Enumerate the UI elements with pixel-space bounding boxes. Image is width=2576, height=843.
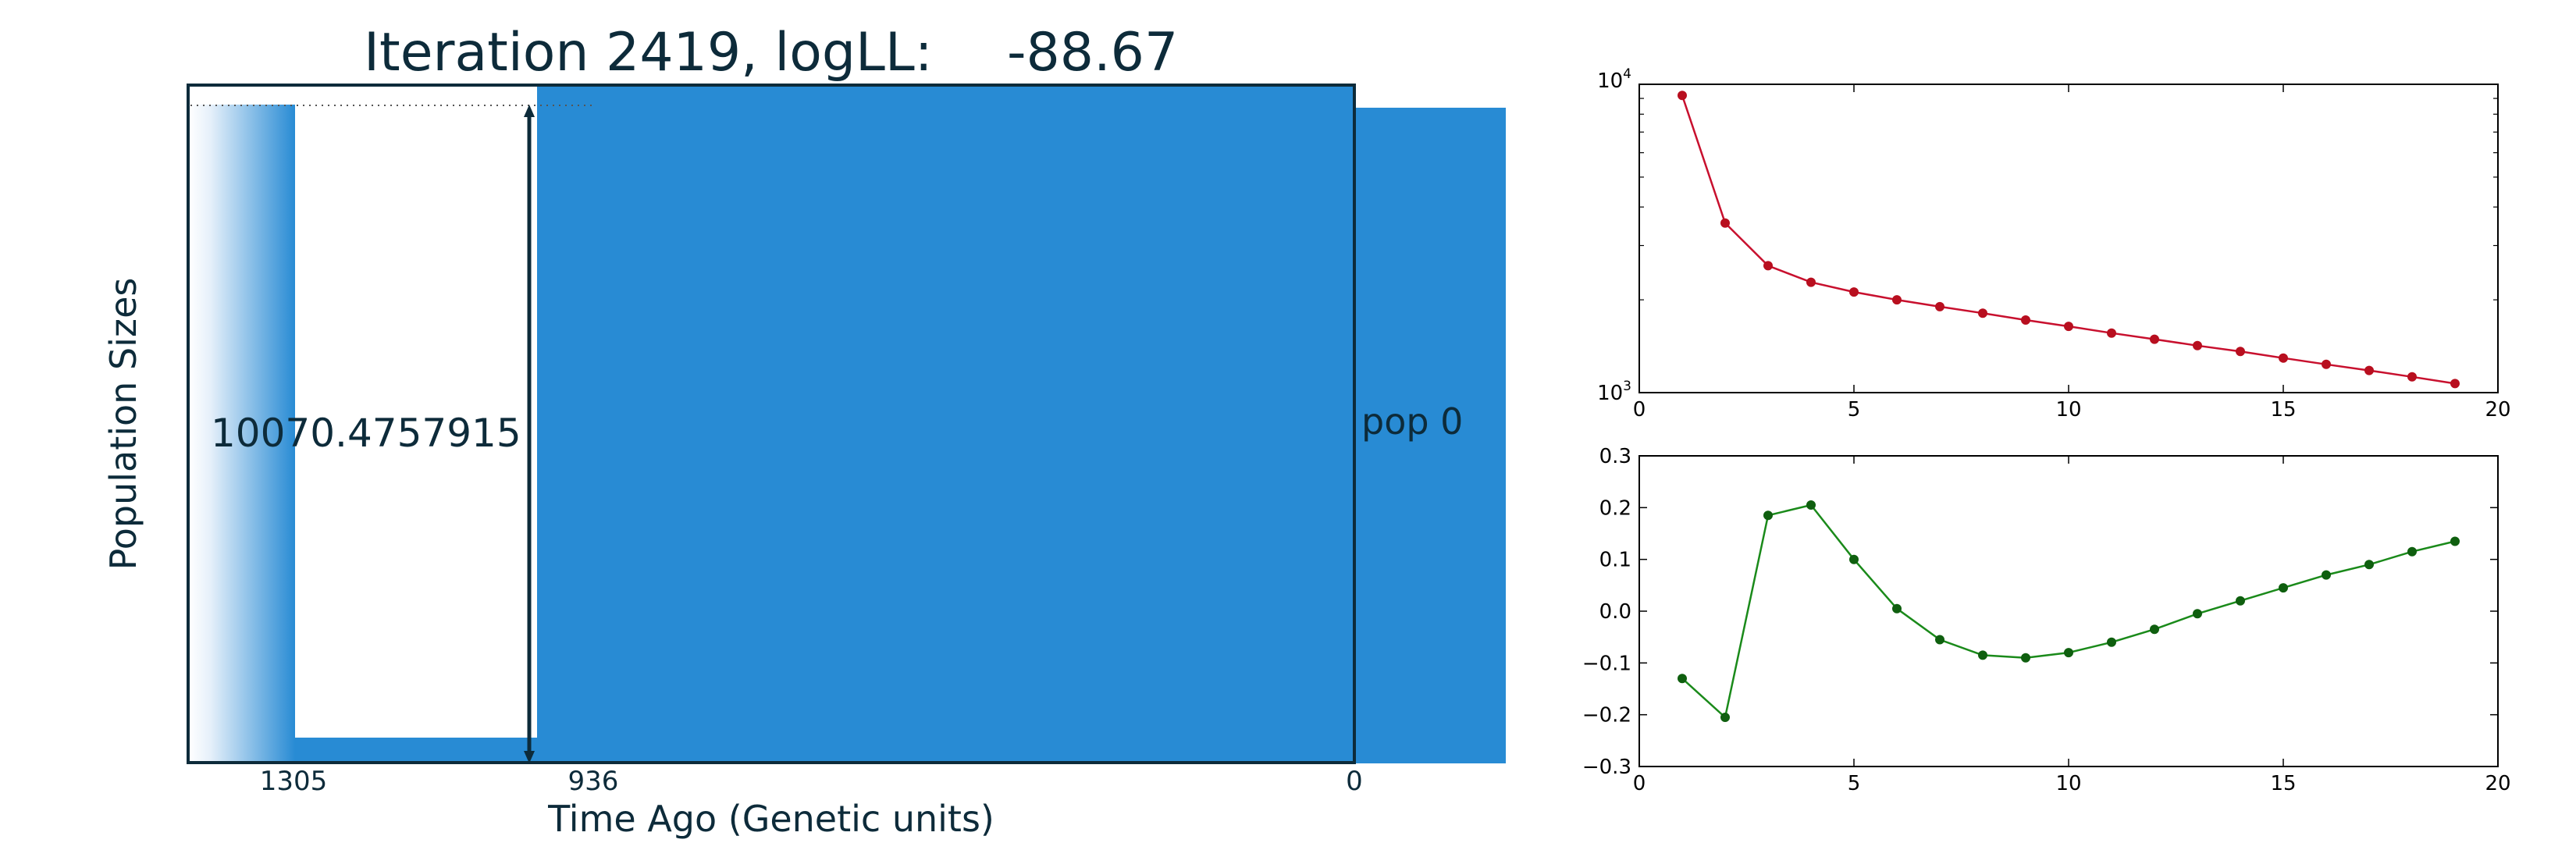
- bottom-y-tick-label: 0.2: [1599, 496, 1631, 520]
- top-data-point: [2150, 334, 2159, 344]
- x-tick-label-1305: 1305: [260, 766, 328, 797]
- bottom-data-point: [2450, 536, 2460, 546]
- top-x-tick-label: 15: [2270, 398, 2296, 422]
- bottom-x-tick-label: 5: [1848, 772, 1861, 795]
- bottom-chart-frame: [1638, 455, 2499, 767]
- top-x-tick-label: 20: [2485, 398, 2510, 422]
- top-series-line: [1681, 94, 2456, 385]
- x-tick-label-0: 0: [1346, 766, 1363, 797]
- bottom-y-tick-label: 0.0: [1599, 600, 1631, 624]
- bottom-x-tick-label: 20: [2485, 772, 2510, 795]
- linear-line-chart: 0 5 10 15 20 0.3 0.2 0.1 0.0 −0.1 −0.2 −0.3: [1582, 445, 2511, 795]
- bottom-data-point: [1935, 635, 1944, 645]
- bottom-series-line: [1681, 503, 2456, 720]
- chart-title-loglik-value: -88.67: [1007, 22, 1178, 84]
- size-arrow-head-bottom: [524, 751, 535, 763]
- top-data-point: [2021, 315, 2030, 325]
- bottom-data-point: [1678, 674, 1687, 684]
- bottom-data-point: [1892, 603, 1902, 614]
- top-data-point: [1892, 295, 1902, 305]
- top-data-point: [2236, 347, 2245, 357]
- population-block-extension: [1354, 108, 1506, 763]
- population-block-recent: [537, 86, 1354, 763]
- population-name-label: pop 0: [1361, 400, 1463, 443]
- top-data-point: [1806, 277, 1816, 287]
- bottom-data-point: [2236, 596, 2245, 606]
- top-data-point: [1849, 287, 1859, 297]
- bottom-data-point: [1849, 554, 1859, 564]
- bottom-x-tick-label: 0: [1633, 772, 1646, 795]
- top-x-tick-label: 5: [1848, 398, 1861, 422]
- bottom-data-point: [1978, 650, 1987, 660]
- x-axis-label: Time Ago (Genetic units): [547, 798, 994, 840]
- population-model-chart: Iteration 2419, logLL: -88.67 10070.4757…: [102, 22, 1506, 840]
- model-plot-frame: [187, 84, 1356, 764]
- bottom-data-point: [2193, 609, 2202, 619]
- bottom-x-tick-label: 15: [2270, 772, 2296, 795]
- top-x-tick-label: 10: [2055, 398, 2081, 422]
- population-size-annotation: 10070.4757915: [211, 411, 521, 456]
- top-y-tick-label-1e4: 104: [1597, 66, 1631, 93]
- bottom-data-point: [2364, 560, 2374, 570]
- top-data-point: [1935, 301, 1944, 311]
- top-y-tick-label-1e3: 103: [1597, 379, 1631, 405]
- top-data-point: [1978, 308, 1987, 318]
- top-data-point: [2322, 359, 2331, 369]
- bottom-y-tick-label: −0.3: [1582, 756, 1631, 779]
- bottom-y-tick-label: −0.2: [1582, 704, 1631, 727]
- top-data-point: [1678, 91, 1687, 101]
- x-tick-label-936: 936: [568, 766, 619, 797]
- bottom-y-tick-label: 0.3: [1599, 445, 1631, 468]
- population-block-step: [537, 105, 593, 112]
- top-data-point: [2064, 322, 2073, 332]
- bottom-data-point: [2064, 648, 2073, 658]
- population-block-ancient: [189, 105, 295, 762]
- top-data-point: [2364, 365, 2374, 375]
- population-bottleneck-band: [294, 738, 537, 762]
- top-data-point: [2107, 328, 2116, 338]
- bottom-data-point: [2279, 583, 2288, 593]
- chart-title-prefix: Iteration 2419, logLL:: [364, 22, 933, 84]
- bottom-data-point: [2322, 570, 2331, 580]
- y-axis-label: Population Sizes: [102, 278, 144, 571]
- bottom-data-point: [2107, 637, 2116, 647]
- log-scale-line-chart: 0 5 10 15 20 104 103: [1597, 66, 2510, 422]
- top-data-point: [2193, 340, 2202, 350]
- top-data-point: [2407, 372, 2417, 382]
- top-data-point: [2450, 379, 2460, 389]
- bottom-data-point: [1763, 510, 1773, 521]
- size-arrow-head-top: [524, 105, 535, 117]
- top-data-point: [2279, 353, 2288, 363]
- top-data-point: [1720, 218, 1730, 228]
- bottom-y-tick-label: 0.1: [1599, 549, 1631, 572]
- bottom-data-point: [1806, 500, 1816, 510]
- bottom-data-point: [2407, 546, 2417, 557]
- bottom-data-point: [1720, 713, 1730, 722]
- bottom-data-point: [2150, 624, 2159, 635]
- top-x-tick-label: 0: [1633, 398, 1646, 422]
- bottom-x-tick-label: 10: [2055, 772, 2081, 795]
- top-data-point: [1763, 261, 1773, 271]
- top-chart-frame: [1638, 84, 2499, 393]
- bottom-y-tick-label: −0.1: [1582, 652, 1631, 675]
- bottom-data-point: [2021, 653, 2030, 663]
